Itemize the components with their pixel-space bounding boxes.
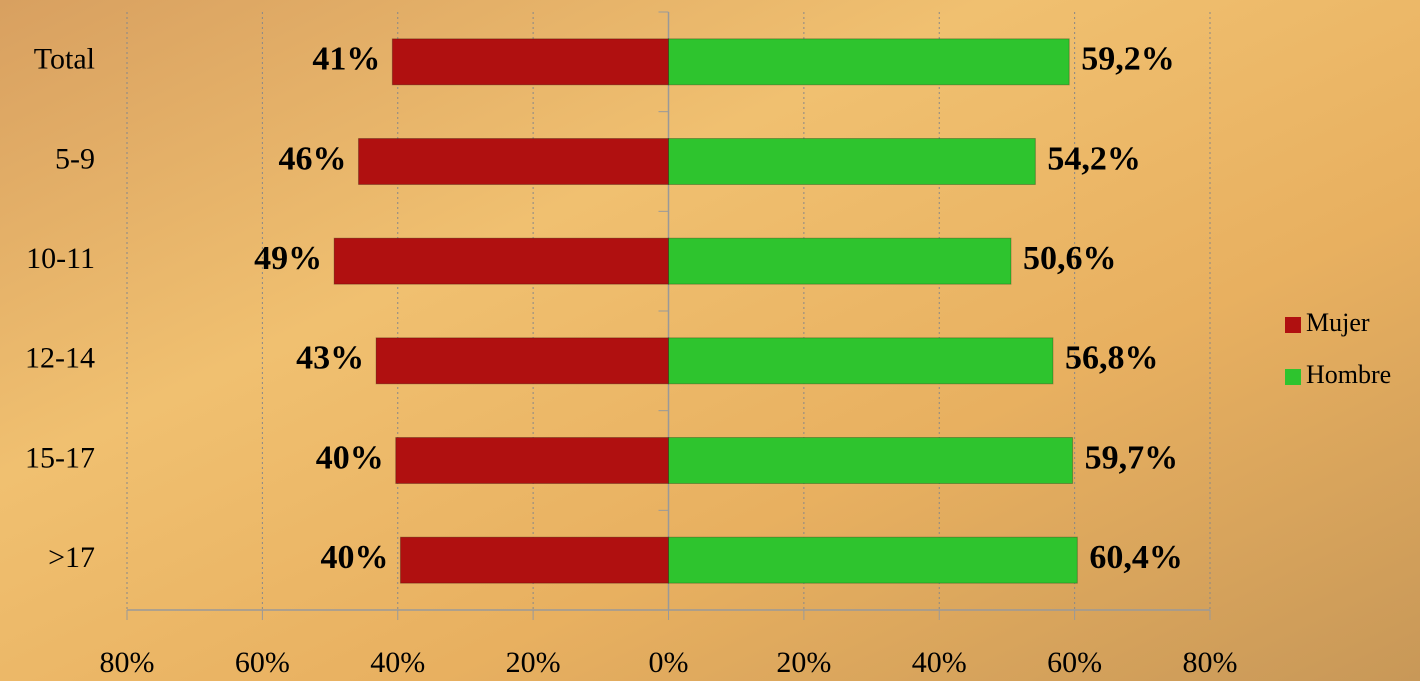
data-label: 60,4% <box>1089 539 1183 576</box>
data-label: 56,8% <box>1065 340 1159 377</box>
bar <box>668 38 1070 86</box>
x-tick-label: 60% <box>235 646 290 679</box>
data-label: 59,7% <box>1085 439 1179 476</box>
y-tick-label: 5-9 <box>55 142 95 175</box>
legend-label: Mujer <box>1306 308 1370 337</box>
y-tick-label: 15-17 <box>25 441 95 474</box>
bar <box>668 437 1074 484</box>
x-tick-label: 20% <box>776 646 831 679</box>
data-label: 46% <box>278 140 346 177</box>
bar <box>668 536 1078 584</box>
x-tick-label: 60% <box>1047 646 1102 679</box>
bar <box>395 437 669 484</box>
x-tick-label: 80% <box>100 646 155 679</box>
legend-swatch <box>1285 317 1301 333</box>
y-tick-label: Total <box>34 43 95 76</box>
data-label: 59,2% <box>1081 41 1175 78</box>
y-tick-label: >17 <box>48 541 95 574</box>
data-label: 50,6% <box>1023 240 1117 277</box>
data-label: 49% <box>254 240 322 277</box>
x-tick-label: 80% <box>1183 646 1238 679</box>
data-label: 40% <box>316 439 384 476</box>
bar <box>399 536 669 584</box>
bar <box>375 337 669 385</box>
bar <box>668 138 1036 185</box>
x-tick-label: 40% <box>912 646 967 679</box>
bar <box>357 138 669 185</box>
data-label: 40% <box>320 539 388 576</box>
data-label: 41% <box>312 41 380 78</box>
x-tick-label: 20% <box>506 646 561 679</box>
data-label: 54,2% <box>1047 140 1141 177</box>
legend-label: Hombre <box>1306 360 1391 389</box>
bar <box>668 237 1012 285</box>
y-tick-label: 10-11 <box>26 242 95 275</box>
bar <box>391 38 669 86</box>
bar <box>668 337 1054 385</box>
x-tick-label: 0% <box>649 646 689 679</box>
y-tick-label: 12-14 <box>25 342 95 375</box>
bar <box>333 237 669 285</box>
data-label: 43% <box>296 340 364 377</box>
x-tick-label: 40% <box>370 646 425 679</box>
legend-swatch <box>1285 369 1301 385</box>
